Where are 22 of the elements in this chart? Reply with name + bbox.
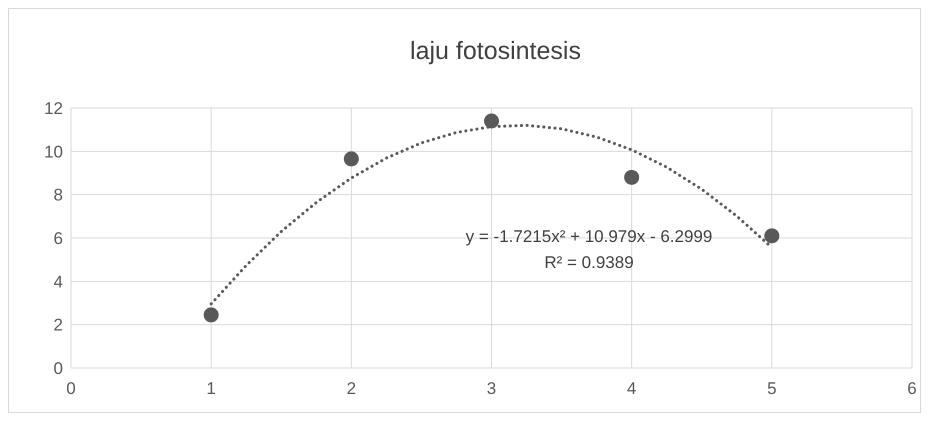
y-tick-label: 12: [44, 99, 63, 118]
x-tick-label: 3: [486, 379, 496, 398]
y-tick-label: 8: [54, 186, 63, 205]
point: [764, 228, 780, 244]
x-tick-label: 5: [767, 379, 777, 398]
x-tick-label: 2: [346, 379, 356, 398]
annotation: R² = 0.9389: [543, 253, 635, 273]
point: [204, 307, 219, 322]
point: [344, 151, 359, 166]
y-tick-label: 4: [54, 272, 63, 292]
x-tick-label: 4: [626, 379, 636, 398]
y-tick-label: 10: [44, 142, 63, 162]
x-tick-label: 1: [206, 379, 216, 398]
y-tick-label: 6: [54, 229, 63, 248]
y-tick-label: 2: [54, 316, 63, 335]
x-tick-label: 6: [907, 379, 917, 398]
annotation: y = -1.7215x² + 10.979x - 6.2999: [464, 227, 714, 247]
chart-title: laju fotosintesis: [409, 37, 582, 66]
y-tick-label: 0: [54, 359, 63, 378]
point: [624, 170, 640, 185]
point: [484, 114, 499, 128]
x-tick-label: 0: [66, 379, 76, 398]
